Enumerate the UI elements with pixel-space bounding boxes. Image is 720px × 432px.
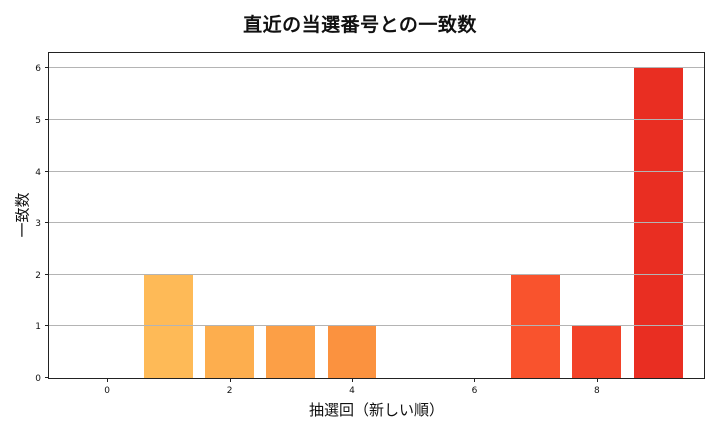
y-tick-label: 0 — [35, 374, 41, 384]
x-tick-mark — [474, 378, 476, 382]
y-tick-mark — [45, 325, 49, 327]
x-tick-label: 0 — [104, 386, 110, 396]
y-axis-label: 一致数 — [13, 192, 32, 238]
plot-area: 0 1 2 3 4 5 6 0 2 4 6 8 — [35, 52, 705, 396]
gridline — [49, 325, 704, 327]
y-tick-mark — [45, 67, 49, 69]
gridline — [49, 67, 704, 69]
y-tick-label: 5 — [35, 116, 41, 127]
x-tick-label: 6 — [471, 386, 478, 396]
y-tick-label: 1 — [35, 322, 41, 333]
y-tick-label: 2 — [35, 270, 41, 281]
y-tick-mark — [45, 222, 49, 224]
x-tick-label: 2 — [226, 386, 233, 396]
gridline — [49, 222, 704, 224]
x-tick-mark — [229, 378, 231, 382]
bar-8 — [572, 326, 622, 378]
y-tick-label: 3 — [35, 219, 41, 230]
y-tick-mark — [45, 377, 49, 378]
x-tick-label: 4 — [349, 386, 355, 396]
gridline — [49, 273, 704, 275]
y-tick-mark — [45, 273, 49, 275]
gridline — [49, 170, 704, 172]
y-tick-mark — [45, 170, 49, 172]
y-tick-label: 6 — [35, 64, 41, 75]
bar-2 — [205, 326, 255, 378]
bar-4 — [327, 326, 377, 378]
x-tick-mark — [352, 378, 353, 382]
y-tick-label: 4 — [35, 167, 41, 178]
y-tick-mark — [45, 119, 49, 121]
x-tick-mark — [596, 378, 598, 382]
gridline — [49, 119, 704, 121]
x-tick-label: 8 — [593, 386, 600, 396]
chart-title: 直近の当選番号との一致数 — [243, 14, 477, 36]
x-tick-mark — [107, 378, 109, 382]
x-axis-label: 抽選回（新しい順） — [308, 401, 444, 419]
bar-3 — [266, 326, 316, 378]
